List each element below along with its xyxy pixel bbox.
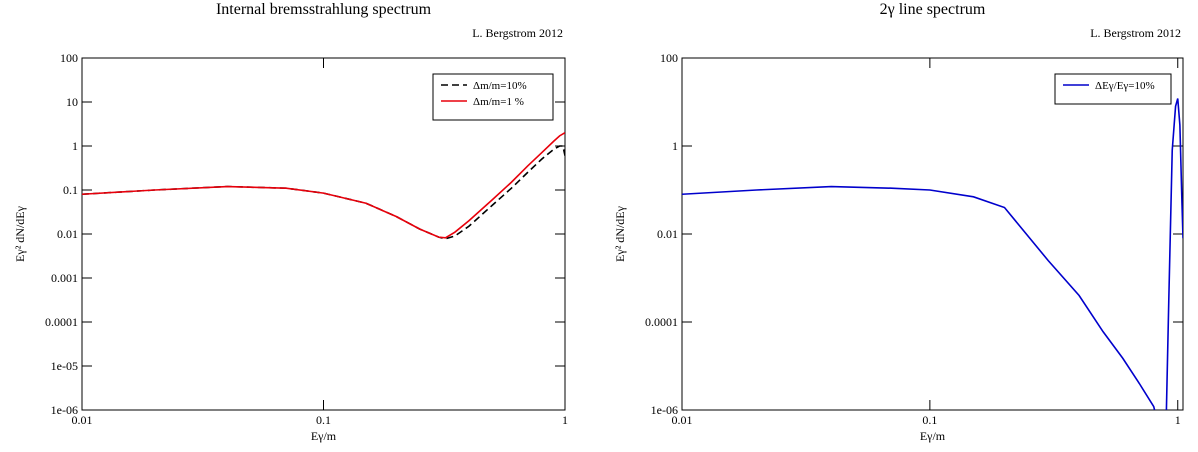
- y-tick-label: 1e-05: [51, 359, 78, 373]
- y-axis-label: Eγ² dN/dEγ: [613, 205, 627, 262]
- legend-label: ΔEγ/Eγ=10%: [1095, 80, 1155, 92]
- x-tick-label: 0.01: [672, 413, 693, 427]
- y-tick-label: 100: [60, 51, 78, 65]
- y-tick-label: 1e-06: [651, 403, 678, 417]
- annotation: L. Bergstrom 2012: [1090, 26, 1181, 40]
- x-tick-label: 1: [562, 413, 568, 427]
- y-tick-label: 0.001: [51, 271, 78, 285]
- x-axis-label: Eγ/m: [311, 429, 337, 443]
- chart-title: Internal bremsstrahlung spectrum: [216, 1, 432, 18]
- y-tick-label: 10: [66, 95, 78, 109]
- series-line: [82, 132, 565, 239]
- plot-area: [682, 98, 1183, 410]
- legend-label: Δm/m=10%: [473, 80, 527, 92]
- x-tick-label: 1: [1175, 413, 1181, 427]
- legend-box: [1054, 73, 1172, 105]
- y-tick-label: 1e-06: [51, 403, 78, 417]
- y-axis-label: Eγ² dN/dEγ: [13, 205, 27, 262]
- y-tick-label: 100: [660, 51, 678, 65]
- y-tick-label: 0.1: [63, 183, 78, 197]
- x-axis-label: Eγ/m: [920, 429, 946, 443]
- plot-frame: [681, 57, 1184, 411]
- chart-title: 2γ line spectrum: [880, 1, 986, 18]
- y-tick-label: 1: [672, 139, 678, 153]
- y-tick-label: 0.0001: [45, 315, 78, 329]
- legend-box: [432, 73, 554, 121]
- legend-label: Δm/m=1 %: [473, 96, 524, 108]
- y-tick-label: 1: [72, 139, 78, 153]
- annotation: L. Bergstrom 2012: [472, 26, 563, 40]
- y-tick-label: 0.01: [657, 227, 678, 241]
- y-tick-label: 0.01: [57, 227, 78, 241]
- x-tick-label: 0.1: [922, 413, 937, 427]
- x-tick-label: 0.1: [316, 413, 331, 427]
- series-line: [682, 98, 1183, 410]
- y-tick-label: 0.0001: [645, 315, 678, 329]
- plot-area: [82, 132, 565, 240]
- x-tick-label: 0.01: [72, 413, 93, 427]
